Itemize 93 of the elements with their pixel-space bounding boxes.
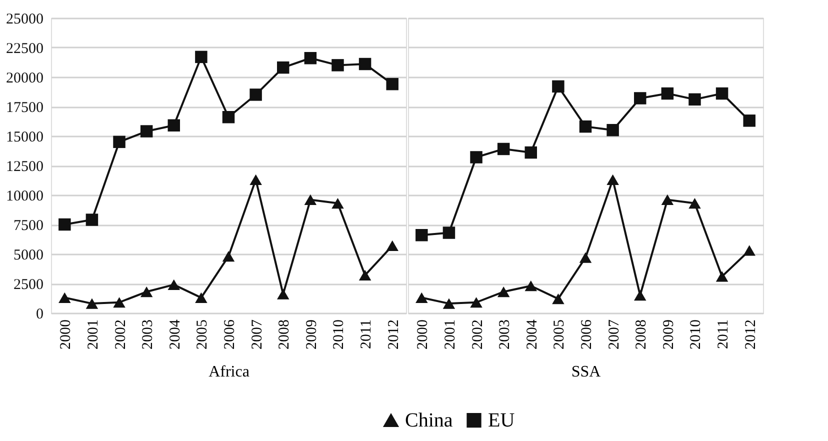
point xyxy=(743,245,756,256)
x-tick-label: 2003 xyxy=(497,320,514,350)
point xyxy=(552,80,564,93)
point xyxy=(688,93,701,106)
point xyxy=(304,52,317,64)
y-tick-label: 7500 xyxy=(14,218,44,234)
x-tick-label: 2012 xyxy=(742,320,759,350)
point xyxy=(250,174,262,185)
point xyxy=(386,78,398,90)
y-tick-label: 10000 xyxy=(6,188,44,204)
point xyxy=(634,92,646,104)
point xyxy=(386,240,398,252)
point xyxy=(743,114,756,127)
point xyxy=(688,198,701,209)
x-tick-label: 2002 xyxy=(470,320,486,350)
y-tick-label: 2500 xyxy=(14,277,44,293)
point xyxy=(716,87,728,100)
point xyxy=(524,146,538,159)
point xyxy=(606,174,619,185)
point xyxy=(716,271,728,282)
x-tick-label: 2005 xyxy=(552,320,568,350)
x-tick-label: 2006 xyxy=(222,319,238,350)
point xyxy=(250,88,262,101)
point xyxy=(276,288,290,300)
point xyxy=(195,292,208,303)
point xyxy=(86,298,98,309)
x-tick-label: 2007 xyxy=(249,319,266,350)
y-tick-label: 0 xyxy=(36,306,44,322)
y-tick-label: 15000 xyxy=(6,130,44,146)
point xyxy=(552,294,564,304)
y-tick-label: 12500 xyxy=(6,159,44,175)
x-tick-label: 2003 xyxy=(140,320,156,350)
x-tick-label: 2011 xyxy=(716,320,732,349)
point xyxy=(86,214,98,226)
point xyxy=(661,194,674,206)
point xyxy=(524,280,538,292)
point xyxy=(168,119,180,132)
point xyxy=(140,286,153,298)
point xyxy=(332,198,344,209)
point xyxy=(470,297,482,308)
x-tick-label: 2010 xyxy=(331,320,348,350)
x-tick-label: 2001 xyxy=(85,320,102,350)
point xyxy=(358,270,372,281)
point xyxy=(634,290,646,301)
point xyxy=(113,297,126,308)
point xyxy=(497,286,510,298)
point xyxy=(58,218,71,231)
point xyxy=(140,125,153,138)
x-tick-label: 2002 xyxy=(112,320,129,350)
x-tick-label: 2012 xyxy=(386,320,402,350)
point xyxy=(222,110,235,124)
x-tick-label: 2008 xyxy=(276,320,293,350)
x-tick-label: 2007 xyxy=(606,319,622,350)
y-tick-label: 5000 xyxy=(14,248,44,264)
x-tick-label: 2000 xyxy=(415,320,432,350)
point xyxy=(606,124,619,136)
y-tick-label: 20000 xyxy=(6,70,44,86)
x-tick-label: 2000 xyxy=(58,320,74,350)
point xyxy=(304,194,317,206)
x-tick-label: 2011 xyxy=(358,320,375,349)
point xyxy=(661,87,674,100)
point xyxy=(276,61,290,74)
x-tick-label: 2008 xyxy=(634,320,650,350)
point xyxy=(579,120,592,133)
x-tick-label: 2009 xyxy=(304,320,320,350)
legend-label: EU xyxy=(488,409,516,432)
x-tick-label: 2010 xyxy=(688,320,704,350)
x-axis-title: Africa xyxy=(208,364,250,380)
x-tick-label: 2005 xyxy=(194,320,211,350)
x-axis-title: SSA xyxy=(571,364,602,380)
y-tick-label: 22500 xyxy=(6,41,44,57)
point xyxy=(470,151,482,164)
point xyxy=(497,142,510,156)
x-tick-label: 2001 xyxy=(442,320,458,350)
point xyxy=(358,58,372,70)
point xyxy=(332,59,344,72)
point xyxy=(195,50,208,64)
point xyxy=(579,252,592,263)
y-tick-label: 25000 xyxy=(6,12,44,28)
point xyxy=(113,136,126,148)
point xyxy=(442,226,456,239)
x-tick-label: 2004 xyxy=(167,319,184,350)
y-tick-label: 17500 xyxy=(6,100,44,116)
point xyxy=(168,279,180,290)
point xyxy=(222,251,235,262)
point xyxy=(58,292,71,303)
point xyxy=(442,298,456,309)
x-tick-label: 2004 xyxy=(524,319,540,350)
x-tick-label: 2006 xyxy=(579,319,595,350)
point xyxy=(416,292,428,303)
x-tick-label: 2009 xyxy=(660,320,677,350)
legend-label: China xyxy=(405,410,453,432)
point xyxy=(416,228,428,242)
